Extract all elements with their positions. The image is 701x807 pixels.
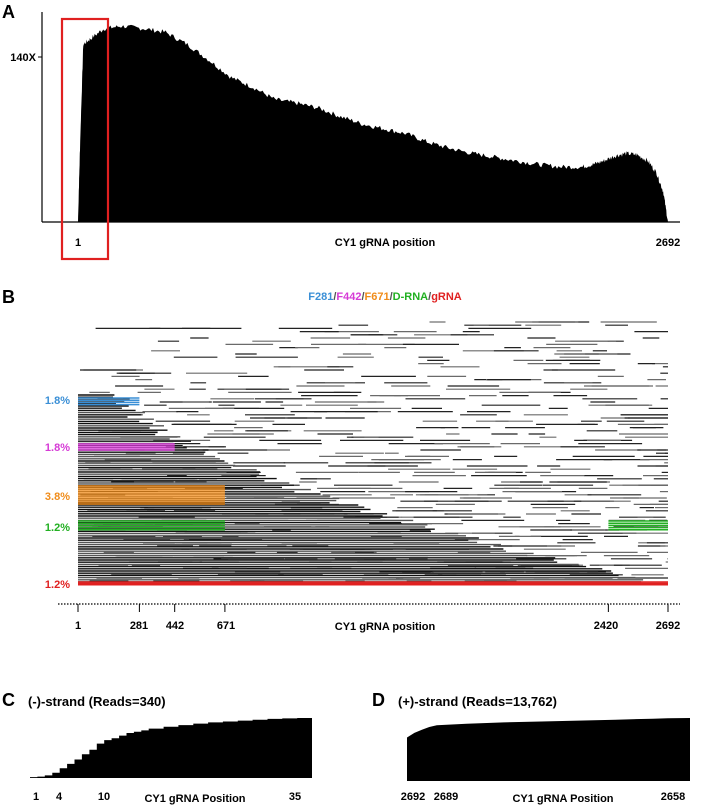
- panel-a-coverage-chart: 140X 1 2692 CY1 gRNA position: [10, 12, 680, 261]
- panel-c-x-tick-10: 10: [98, 791, 110, 803]
- panel-d-x-tick-2658: 2658: [661, 791, 685, 803]
- legend-sep-1: /: [333, 291, 336, 303]
- panel-a-x-tick-1: 1: [75, 237, 81, 249]
- pct-f671: 3.8%: [45, 491, 70, 503]
- panel-a-x-tick-2692: 2692: [656, 237, 680, 249]
- panel-a-coverage-area: [78, 24, 668, 223]
- panel-letter-c: C: [2, 690, 15, 710]
- legend-drna: D-RNA: [393, 291, 428, 303]
- legend-sep-2: /: [361, 291, 364, 303]
- panel-letter-b: B: [2, 287, 15, 307]
- pct-drna: 1.2%: [45, 522, 70, 534]
- panel-b-x-tick-2692: 2692: [656, 620, 680, 632]
- panel-d-x-tick-2689: 2689: [434, 791, 458, 803]
- pct-grna: 1.2%: [45, 579, 70, 591]
- panel-d-x-axis-title: CY1 gRNA Position: [512, 793, 613, 805]
- legend-f281: F281: [308, 291, 333, 303]
- legend-f442: F442: [336, 291, 361, 303]
- panel-c-x-tick-4: 4: [56, 791, 63, 803]
- panel-c-x-axis-title: CY1 gRNA Position: [144, 793, 245, 805]
- legend-sep-4: /: [428, 291, 431, 303]
- panel-d-x-tick-2692: 2692: [401, 791, 425, 803]
- panel-b-species-reads: [78, 397, 668, 586]
- panel-b-legend: F281/F442/F671/D-RNA/gRNA: [308, 291, 462, 303]
- panel-d-area: [407, 718, 690, 781]
- panel-b-read-pileup: F281/F442/F671/D-RNA/gRNA 1.8% 1.8% 3.8%…: [45, 291, 680, 633]
- panel-letter-d: D: [372, 690, 385, 710]
- panel-c-area: [30, 718, 312, 778]
- panel-c-x-tick-1: 1: [33, 791, 39, 803]
- panel-d-plus-strand-chart: 2692 2689 2658 CY1 gRNA Position: [401, 718, 690, 805]
- panel-b-x-ticks: [77, 604, 669, 612]
- panel-letter-a: A: [2, 2, 15, 22]
- panel-c-minus-strand-chart: 1 4 10 35 CY1 gRNA Position: [30, 718, 312, 805]
- panel-b-x-axis-title: CY1 gRNA position: [335, 621, 436, 633]
- panel-b-x-tick-1: 1: [75, 620, 81, 632]
- panel-b-x-tick-671: 671: [217, 620, 235, 632]
- panel-b-x-tick-2420: 2420: [594, 620, 618, 632]
- panel-c-title: (-)-strand (Reads=340): [28, 694, 166, 709]
- pct-f442: 1.8%: [45, 442, 70, 454]
- legend-f671: F671: [365, 291, 390, 303]
- legend-sep-3: /: [390, 291, 393, 303]
- panel-c-x-tick-35: 35: [289, 791, 301, 803]
- panel-a-highlight-box: [60, 17, 110, 261]
- panel-a-y-tick-label: 140X: [10, 52, 36, 64]
- pct-f281: 1.8%: [45, 395, 70, 407]
- panel-b-reads: [78, 321, 668, 586]
- panel-a-x-axis-title: CY1 gRNA position: [335, 237, 436, 249]
- panel-b-x-tick-442: 442: [166, 620, 184, 632]
- panel-d-title: (+)-strand (Reads=13,762): [398, 694, 557, 709]
- legend-grna: gRNA: [431, 291, 462, 303]
- panel-b-x-tick-281: 281: [130, 620, 148, 632]
